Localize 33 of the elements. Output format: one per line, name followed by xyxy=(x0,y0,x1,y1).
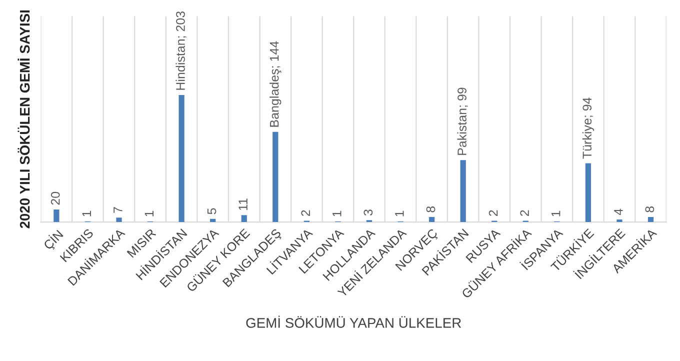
data-label: 20 xyxy=(50,192,60,205)
data-label: Pakistan; 99 xyxy=(457,88,468,155)
bar xyxy=(54,210,60,222)
bar xyxy=(116,218,122,222)
data-label: 2 xyxy=(301,210,310,216)
data-label: 4 xyxy=(614,208,623,216)
data-label: 8 xyxy=(426,206,436,212)
bar xyxy=(648,217,654,222)
bar xyxy=(460,160,466,222)
data-label: 3 xyxy=(364,210,373,216)
bar xyxy=(585,163,592,222)
data-label: Bangladeş; 144 xyxy=(270,41,282,127)
y-axis-title: 2020 YILI SÖKÜLEN GEMİ SAYISI xyxy=(18,10,30,228)
data-label: 1 xyxy=(332,210,342,216)
x-axis-title: GEMİ SÖKÜMÜ YAPAN ÜLKELER xyxy=(246,316,462,328)
bar xyxy=(616,220,622,222)
data-label: 5 xyxy=(207,208,216,214)
bar xyxy=(178,94,184,222)
bar xyxy=(428,217,435,222)
data-label: 11 xyxy=(238,198,248,210)
data-label: 1 xyxy=(144,210,154,216)
data-label: 2 xyxy=(520,210,529,216)
data-label: 1 xyxy=(552,210,560,216)
bar xyxy=(210,218,216,222)
data-label: 2 xyxy=(488,210,498,216)
data-label: 7 xyxy=(114,207,122,213)
bar xyxy=(241,215,247,222)
data-label: Hindistan; 203 xyxy=(176,11,186,90)
bar xyxy=(272,132,278,222)
data-label: Türkiye; 94 xyxy=(582,98,594,159)
data-label: 8 xyxy=(645,206,654,212)
data-label: 1 xyxy=(395,210,404,216)
data-label: 1 xyxy=(82,210,91,216)
